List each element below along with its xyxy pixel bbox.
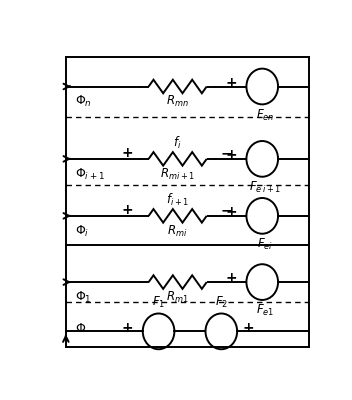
Text: $R_{mn}$: $R_{mn}$: [166, 94, 189, 109]
Text: +: +: [121, 146, 133, 160]
Text: +: +: [226, 76, 237, 90]
Text: $\Phi_i$: $\Phi_i$: [75, 224, 90, 239]
Text: $\Phi_{i+1}$: $\Phi_{i+1}$: [75, 166, 105, 182]
Text: $F_{ei}$: $F_{ei}$: [257, 237, 273, 252]
Text: +: +: [226, 271, 237, 285]
Text: $f_i$: $f_i$: [174, 135, 182, 151]
Text: $R_{mi}$: $R_{mi}$: [168, 224, 188, 239]
Text: $F_2$: $F_2$: [215, 295, 228, 310]
Text: −: −: [221, 203, 233, 217]
Text: $F_{e\,i+1}$: $F_{e\,i+1}$: [249, 180, 281, 195]
Text: +: +: [242, 321, 254, 335]
Text: $F_{e1}$: $F_{e1}$: [256, 303, 274, 318]
Text: $F_1$: $F_1$: [152, 295, 165, 310]
Text: $\Phi_1$: $\Phi_1$: [75, 290, 92, 305]
Text: $f_{i+1}$: $f_{i+1}$: [166, 192, 189, 208]
Text: +: +: [226, 205, 237, 219]
Text: $F_{en}$: $F_{en}$: [256, 108, 274, 122]
Text: $\Phi_n$: $\Phi_n$: [75, 94, 92, 109]
Text: $R_{mi+1}$: $R_{mi+1}$: [160, 166, 195, 182]
Text: +: +: [121, 203, 133, 217]
Text: $\Phi$: $\Phi$: [75, 322, 87, 335]
Text: +: +: [226, 148, 237, 162]
Text: +: +: [122, 321, 133, 335]
Text: $R_{m1}$: $R_{m1}$: [166, 290, 189, 305]
Text: −: −: [221, 146, 233, 160]
